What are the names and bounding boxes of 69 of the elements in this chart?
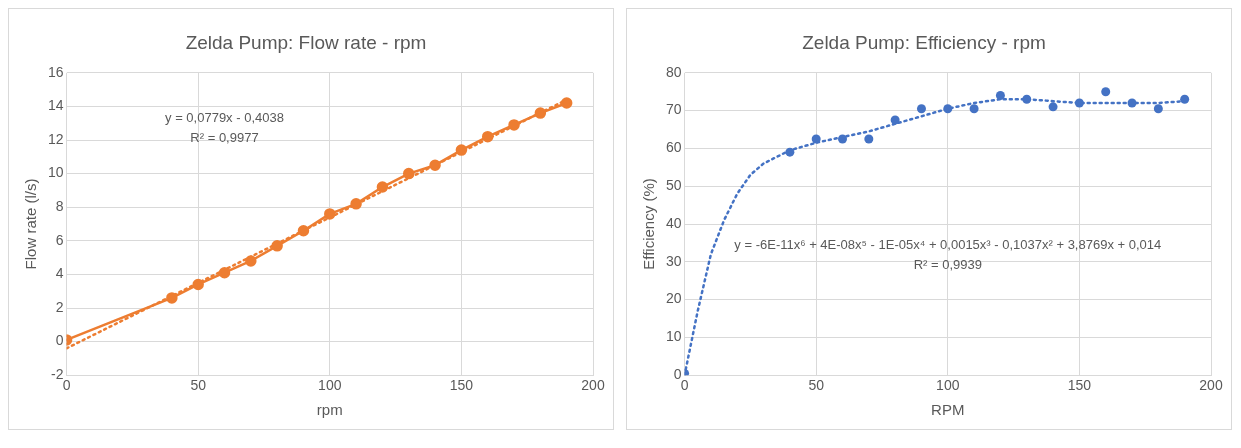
point xyxy=(429,159,441,171)
point xyxy=(1022,94,1032,104)
x-tick-label: 50 xyxy=(190,377,207,394)
annotation: R² = 0,9977 xyxy=(190,129,259,145)
y-tick-label: 14 xyxy=(47,97,64,114)
point xyxy=(943,104,953,114)
point xyxy=(811,134,821,144)
y-tick-label: 60 xyxy=(665,139,682,156)
y-tick-label: 6 xyxy=(55,231,64,248)
x-tick-label: 150 xyxy=(449,377,474,394)
point xyxy=(324,208,336,220)
x-tick-label: 50 xyxy=(808,377,825,394)
point xyxy=(890,115,900,125)
y-tick-label: 20 xyxy=(665,290,682,307)
chart-title: Zelda Pump: Flow rate - rpm xyxy=(185,31,427,53)
x-tick-label: 150 xyxy=(1067,377,1092,394)
point xyxy=(271,240,283,252)
y-tick-label: 4 xyxy=(55,265,64,282)
y-tick-label: 8 xyxy=(55,198,64,215)
y-tick-label: 40 xyxy=(665,214,682,231)
x-tick-label: 200 xyxy=(1199,377,1223,394)
point xyxy=(481,130,494,143)
annotation: y = 0,0779x - 0,4038 xyxy=(165,109,284,125)
x-tick-label: 200 xyxy=(581,377,605,394)
x-tick-label: 100 xyxy=(936,377,960,394)
y-tick-label: 10 xyxy=(47,164,64,181)
y-tick-label: 0 xyxy=(55,332,64,349)
annotation: R² = 0,9939 xyxy=(913,256,982,272)
chart-title: Zelda Pump: Efficiency - rpm xyxy=(802,31,1046,53)
x-axis-title: RPM xyxy=(931,401,965,419)
point xyxy=(995,90,1005,100)
y-tick-label: 80 xyxy=(665,63,682,80)
y-tick-label: -2 xyxy=(51,366,64,383)
point xyxy=(245,255,257,267)
point xyxy=(1153,104,1163,114)
point xyxy=(376,181,389,193)
point xyxy=(838,134,847,144)
point xyxy=(297,224,310,237)
point xyxy=(350,198,362,210)
point xyxy=(218,266,231,279)
point xyxy=(1048,102,1058,112)
point xyxy=(916,104,926,114)
y-axis-title: Flow rate (l/s) xyxy=(22,178,40,270)
x-axis-title: rpm xyxy=(316,401,343,419)
point xyxy=(455,144,468,156)
point xyxy=(1101,87,1111,97)
point xyxy=(560,97,573,109)
point xyxy=(969,104,979,114)
point xyxy=(1074,98,1084,108)
y-tick-label: 50 xyxy=(665,177,682,194)
y-tick-label: 12 xyxy=(47,130,64,147)
annotation: y = -6E-11x⁶ + 4E-08x⁵ - 1E-05x⁴ + 0,0015x³ - 0,1037x² + 3,8769x + 0,014 xyxy=(734,236,1162,252)
point xyxy=(192,278,204,291)
point xyxy=(508,119,520,131)
point xyxy=(166,292,178,304)
x-tick-label: 100 xyxy=(318,377,342,394)
point xyxy=(1127,98,1137,108)
y-tick-label: 70 xyxy=(665,101,682,118)
point xyxy=(864,134,874,144)
y-tick-label: 10 xyxy=(665,328,682,345)
point xyxy=(534,107,547,119)
point xyxy=(403,167,415,180)
point xyxy=(1180,94,1190,104)
y-tick-label: 16 xyxy=(47,63,64,80)
point xyxy=(785,147,795,157)
y-axis-title: Efficiency (%) xyxy=(640,178,658,270)
y-tick-label: 30 xyxy=(665,252,682,269)
y-tick-label: 0 xyxy=(673,366,682,383)
y-tick-label: 2 xyxy=(55,298,64,315)
